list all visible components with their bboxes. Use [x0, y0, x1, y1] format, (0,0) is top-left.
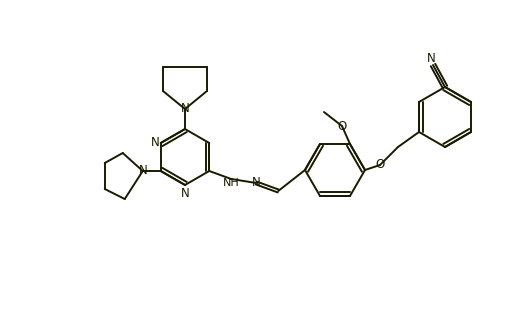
Text: N: N: [252, 177, 260, 189]
Text: N: N: [181, 103, 190, 115]
Text: NH: NH: [223, 178, 239, 188]
Text: N: N: [427, 51, 435, 65]
Text: O: O: [375, 158, 385, 172]
Text: O: O: [338, 119, 346, 133]
Text: N: N: [151, 137, 160, 149]
Text: N: N: [139, 164, 147, 178]
Text: N: N: [181, 187, 190, 200]
